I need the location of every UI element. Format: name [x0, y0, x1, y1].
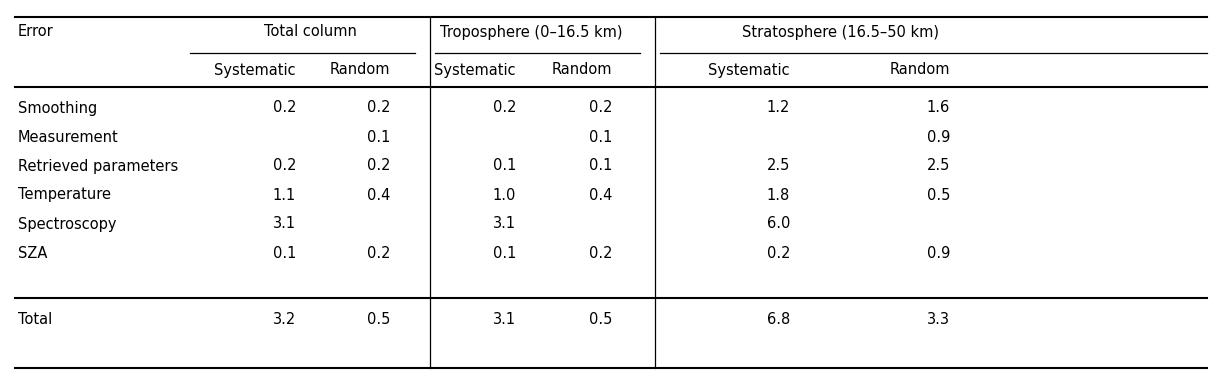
- Text: Retrieved parameters: Retrieved parameters: [18, 159, 178, 173]
- Text: 0.5: 0.5: [367, 313, 390, 327]
- Text: Error: Error: [18, 25, 54, 39]
- Text: Systematic: Systematic: [214, 62, 296, 77]
- Text: Random: Random: [330, 62, 390, 77]
- Text: 3.1: 3.1: [273, 216, 296, 231]
- Text: 0.5: 0.5: [589, 313, 612, 327]
- Text: 0.2: 0.2: [766, 246, 789, 260]
- Text: 0.4: 0.4: [367, 188, 390, 203]
- Text: Smoothing: Smoothing: [18, 100, 98, 116]
- Text: 0.4: 0.4: [589, 188, 612, 203]
- Text: 1.0: 1.0: [492, 188, 516, 203]
- Text: Spectroscopy: Spectroscopy: [18, 216, 116, 231]
- Text: 3.1: 3.1: [492, 313, 516, 327]
- Text: 2.5: 2.5: [766, 159, 789, 173]
- Text: 2.5: 2.5: [926, 159, 949, 173]
- Text: 6.0: 6.0: [766, 216, 789, 231]
- Text: 3.2: 3.2: [273, 313, 296, 327]
- Text: 0.1: 0.1: [367, 129, 390, 144]
- Text: Total column: Total column: [264, 25, 357, 39]
- Text: 0.1: 0.1: [492, 246, 516, 260]
- Text: 0.1: 0.1: [589, 159, 612, 173]
- Text: Troposphere (0–16.5 km): Troposphere (0–16.5 km): [440, 25, 622, 39]
- Text: Total: Total: [18, 313, 53, 327]
- Text: 0.2: 0.2: [492, 100, 516, 116]
- Text: Random: Random: [890, 62, 949, 77]
- Text: SZA: SZA: [18, 246, 48, 260]
- Text: Systematic: Systematic: [434, 62, 516, 77]
- Text: Random: Random: [551, 62, 612, 77]
- Text: 0.9: 0.9: [926, 129, 949, 144]
- Text: 0.2: 0.2: [367, 100, 390, 116]
- Text: 1.8: 1.8: [766, 188, 789, 203]
- Text: 0.5: 0.5: [926, 188, 949, 203]
- Text: 6.8: 6.8: [766, 313, 789, 327]
- Text: 0.1: 0.1: [492, 159, 516, 173]
- Text: 0.2: 0.2: [589, 246, 612, 260]
- Text: 1.1: 1.1: [273, 188, 296, 203]
- Text: 3.3: 3.3: [927, 313, 949, 327]
- Text: 0.2: 0.2: [367, 159, 390, 173]
- Text: 0.9: 0.9: [926, 246, 949, 260]
- Text: 0.2: 0.2: [273, 159, 296, 173]
- Text: 1.2: 1.2: [766, 100, 789, 116]
- Text: 0.2: 0.2: [367, 246, 390, 260]
- Text: 0.2: 0.2: [589, 100, 612, 116]
- Text: 0.1: 0.1: [273, 246, 296, 260]
- Text: 0.2: 0.2: [273, 100, 296, 116]
- Text: 1.6: 1.6: [926, 100, 949, 116]
- Text: Stratosphere (16.5–50 km): Stratosphere (16.5–50 km): [742, 25, 938, 39]
- Text: Systematic: Systematic: [709, 62, 789, 77]
- Text: Measurement: Measurement: [18, 129, 119, 144]
- Text: 3.1: 3.1: [492, 216, 516, 231]
- Text: 0.1: 0.1: [589, 129, 612, 144]
- Text: Temperature: Temperature: [18, 188, 111, 203]
